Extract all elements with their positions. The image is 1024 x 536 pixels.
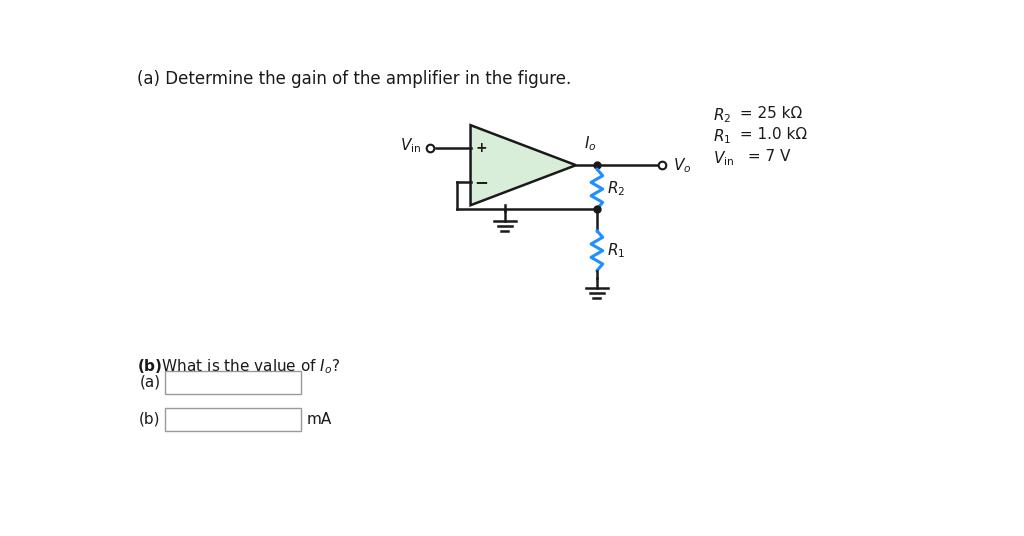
FancyBboxPatch shape [165, 408, 301, 431]
Text: $V_o$: $V_o$ [673, 156, 691, 175]
Text: (a) Determine the gain of the amplifier in the figure.: (a) Determine the gain of the amplifier … [137, 70, 571, 88]
Text: $I_o$: $I_o$ [584, 135, 597, 153]
Text: $V_{\rm in}$: $V_{\rm in}$ [713, 149, 734, 168]
Polygon shape [471, 125, 575, 205]
Text: mA: mA [307, 412, 332, 427]
Text: $\bf{(b)}$What is the value of $I_o$?: $\bf{(b)}$What is the value of $I_o$? [137, 358, 340, 376]
Text: = 7 V: = 7 V [742, 149, 790, 164]
Text: = 1.0 kΩ: = 1.0 kΩ [735, 128, 807, 143]
Text: $V_{\rm in}$: $V_{\rm in}$ [399, 136, 421, 154]
Text: $R_1$: $R_1$ [607, 241, 626, 260]
Text: (a): (a) [139, 375, 161, 390]
Text: +: + [475, 142, 487, 155]
Text: $R_2$: $R_2$ [713, 106, 731, 124]
Text: −: − [474, 173, 488, 191]
Text: $R_2$: $R_2$ [607, 180, 626, 198]
Text: = 25 kΩ: = 25 kΩ [735, 106, 802, 121]
Text: (b): (b) [139, 412, 161, 427]
FancyBboxPatch shape [165, 371, 301, 394]
Text: $R_1$: $R_1$ [713, 128, 731, 146]
